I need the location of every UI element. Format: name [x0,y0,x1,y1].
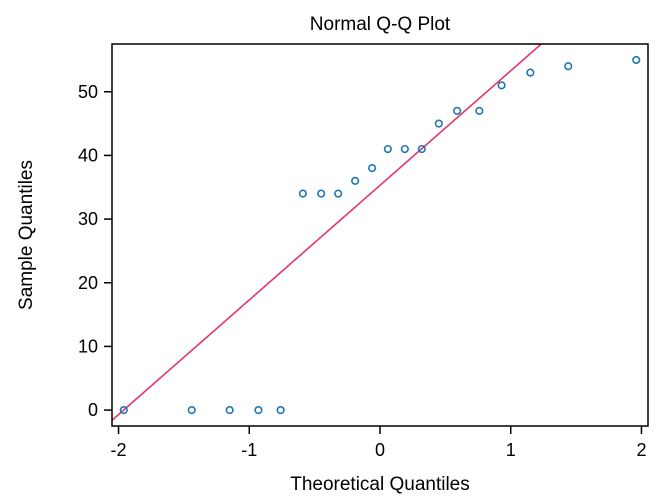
y-axis-label: Sample Quantiles [16,160,37,310]
reference-line [112,44,543,421]
data-point [187,405,196,415]
data-point [526,68,535,77]
x-tick-label: -2 [111,440,127,460]
y-tick-label: 10 [78,336,98,356]
x-tick-label: 0 [375,440,385,460]
y-tick-label: 0 [88,400,98,420]
y-tick-label: 40 [78,145,98,165]
data-point [383,144,392,154]
data-point [564,62,573,71]
data-point [417,144,426,154]
data-point [368,164,377,173]
x-tick-label: -1 [241,440,257,460]
data-point [254,405,263,415]
data-point [400,144,409,154]
data-point [632,55,641,65]
y-tick-label: 50 [78,82,98,102]
data-point [497,81,506,90]
data-point [434,119,443,128]
data-point [276,405,285,415]
plot-frame [111,43,649,427]
data-point [351,176,360,185]
y-tick-label: 30 [78,209,98,229]
data-point [453,106,462,115]
data-point [298,189,307,198]
data-point [317,189,326,198]
y-tick-label: 20 [78,273,98,293]
x-tick-label: 2 [636,440,646,460]
data-point [475,106,484,115]
chart-title: Normal Q-Q Plot [310,14,451,35]
data-point [225,405,234,415]
x-tick-label: 1 [506,440,516,460]
data-point [119,405,128,415]
data-point [334,189,343,198]
x-axis-label: Theoretical Quantiles [290,474,470,495]
